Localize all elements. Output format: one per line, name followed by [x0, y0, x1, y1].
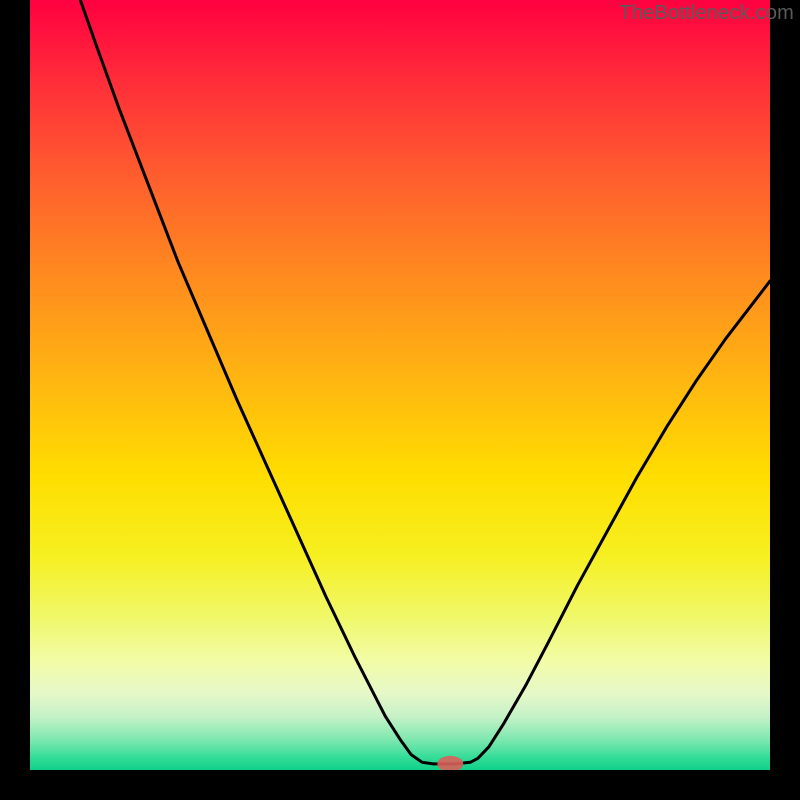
- plot-area: [30, 0, 770, 770]
- watermark-text: TheBottleneck.com: [619, 2, 794, 25]
- chart-svg: [30, 0, 770, 770]
- chart-container: TheBottleneck.com: [0, 0, 800, 800]
- gradient-background: [30, 0, 770, 770]
